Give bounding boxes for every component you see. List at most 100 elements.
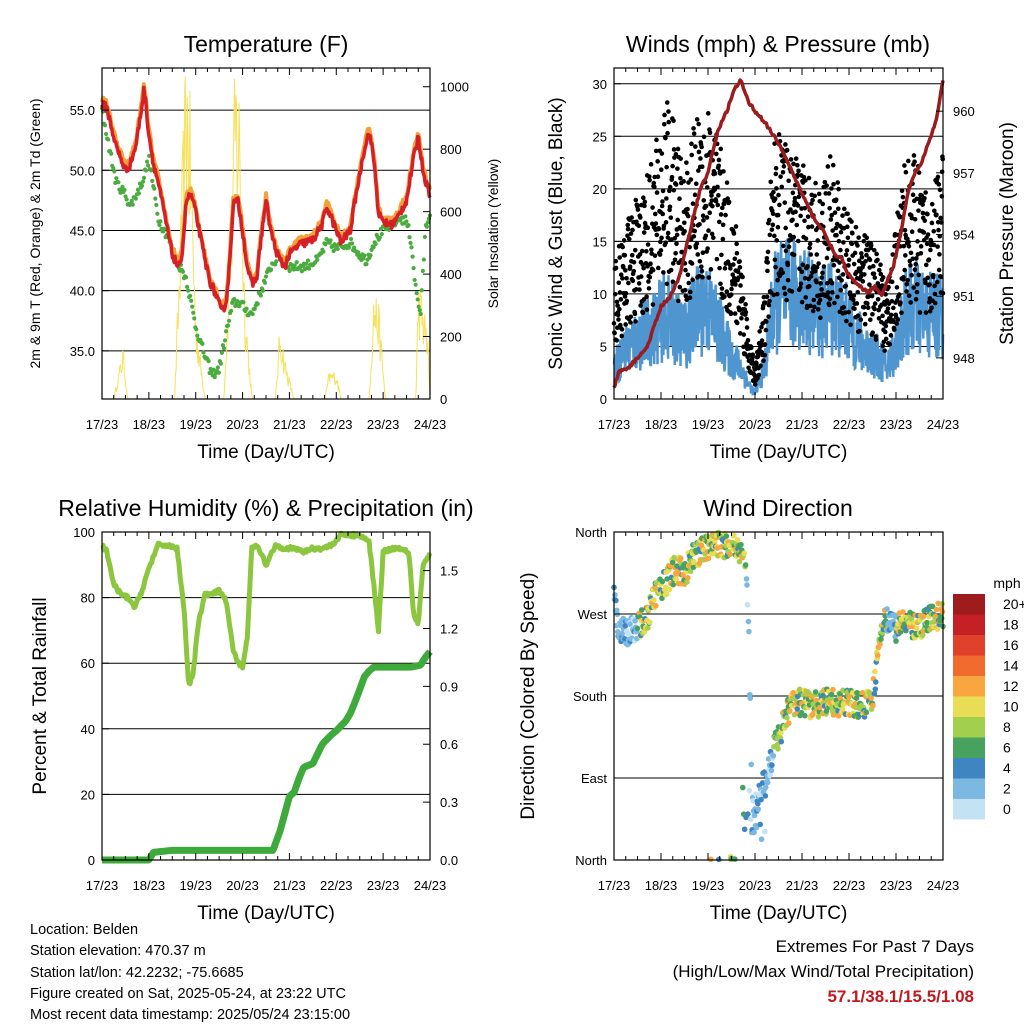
gust-point <box>629 252 635 258</box>
latest-timestamp: Most recent data timestamp: 2025/05/24 2… <box>30 1007 351 1024</box>
gust-point <box>807 283 812 289</box>
x-tick-label: 19/23 <box>179 878 212 893</box>
gust-point <box>715 202 721 208</box>
gust-point <box>670 261 676 266</box>
gust-point <box>857 328 862 334</box>
dewpoint-point <box>189 298 194 303</box>
gust-point <box>625 222 631 228</box>
gust-point <box>935 174 941 180</box>
station-info: Location: Belden Station elevation: 470.… <box>30 920 350 1026</box>
gust-point <box>888 333 894 338</box>
direction-point <box>684 574 691 581</box>
dewpoint-point <box>418 311 423 317</box>
gust-point <box>815 307 821 312</box>
gust-point <box>777 202 782 208</box>
dewpoint-point <box>136 191 141 196</box>
gust-point <box>849 219 854 224</box>
gust-point <box>895 317 901 322</box>
gust-point <box>795 203 801 208</box>
gust-point <box>759 338 765 343</box>
y-tick-label: 55.0 <box>70 103 95 118</box>
gust-point <box>923 262 929 268</box>
gust-point <box>676 298 681 304</box>
dewpoint-point <box>237 304 242 309</box>
y2-tick-label: 0.9 <box>440 679 458 694</box>
gust-point <box>822 179 828 185</box>
gust-point <box>815 238 820 243</box>
gust-point <box>626 280 631 286</box>
dewpoint-point <box>328 238 333 243</box>
gust-point <box>733 224 739 229</box>
x-axis-label: Time (Day/UTC) <box>710 442 848 463</box>
gust-point <box>819 210 825 216</box>
gust-point <box>865 301 870 306</box>
gust-point <box>641 195 646 201</box>
gust-point <box>935 244 940 249</box>
gust-point <box>635 203 640 208</box>
gust-point <box>867 282 872 287</box>
gust-point <box>868 243 874 248</box>
gust-point <box>808 252 814 257</box>
x-tick-label: 17/23 <box>86 417 119 432</box>
gust-point <box>630 278 636 284</box>
x-tick-label: 20/23 <box>739 417 772 432</box>
y2-ticks: 0 200 400 600 800 1000 <box>423 80 469 407</box>
gust-point <box>661 121 667 127</box>
gust-point <box>914 289 920 295</box>
gust-point <box>772 233 777 239</box>
dewpoint-point <box>404 219 409 224</box>
gust-point <box>709 193 714 198</box>
gust-point <box>906 158 911 164</box>
dewpoint-point <box>221 346 227 351</box>
gust-point <box>737 265 743 270</box>
gust-point <box>932 291 938 297</box>
y2-ticks: 0.0 0.3 0.6 0.9 1.2 1.5 <box>423 564 458 868</box>
gust-point <box>796 168 801 174</box>
dewpoint-point <box>158 219 163 224</box>
gust-point <box>667 184 673 190</box>
colorbar-swatch <box>953 676 985 697</box>
gust-point <box>618 272 624 277</box>
gust-point <box>743 302 748 307</box>
x-tick-label: 19/23 <box>179 417 212 432</box>
gust-point <box>766 302 772 308</box>
station-latlon: Station lat/lon: 42.2232; -75.6685 <box>30 964 244 981</box>
dewpoint-point <box>377 235 382 240</box>
gust-point <box>685 213 691 219</box>
gust-point <box>690 201 696 206</box>
gust-point <box>638 303 643 308</box>
y2-axis-label: Solar Insolation (Yellow) <box>485 159 501 309</box>
gust-point <box>699 164 705 170</box>
gust-point <box>799 269 805 275</box>
direction-point <box>790 690 797 696</box>
direction-point <box>759 780 766 786</box>
gust-point <box>843 252 849 258</box>
direction-point <box>839 706 846 713</box>
gust-point <box>772 257 778 263</box>
gust-point <box>691 126 696 131</box>
gust-point <box>873 337 879 342</box>
gust-point <box>699 264 704 269</box>
pressure-line <box>612 78 945 389</box>
dewpoint-point <box>362 253 367 258</box>
gust-point <box>687 295 693 301</box>
gust-point <box>653 148 659 154</box>
gust-point <box>861 262 866 268</box>
dewpoint-point <box>424 224 430 229</box>
y-tick-label: 60 <box>81 656 95 671</box>
gust-point <box>621 238 627 243</box>
gust-point <box>884 319 890 324</box>
colorbar-label: 2 <box>1003 781 1011 797</box>
direction-point <box>853 695 860 701</box>
gust-point <box>812 193 817 199</box>
direction-point <box>895 621 901 627</box>
gust-point <box>666 109 671 114</box>
gust-point <box>618 297 624 302</box>
gust-point <box>659 235 664 241</box>
gust-point <box>925 232 931 237</box>
gust-point <box>708 267 714 272</box>
dewpoint-point <box>415 297 420 302</box>
gust-point <box>682 287 688 293</box>
direction-point <box>646 619 653 626</box>
gust-point <box>763 300 768 306</box>
